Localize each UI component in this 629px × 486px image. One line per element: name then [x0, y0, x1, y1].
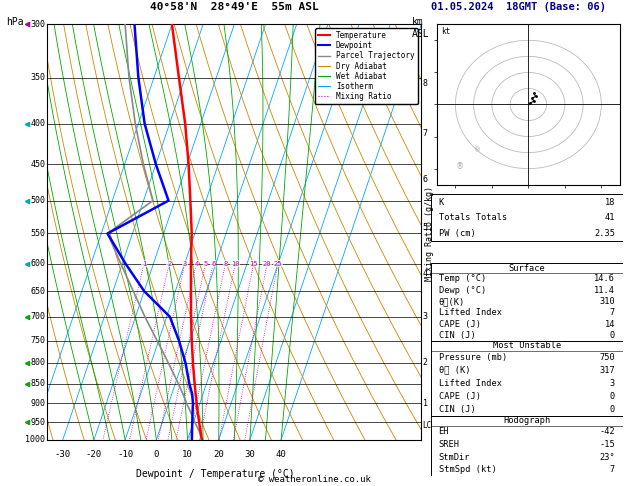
- Text: CAPE (J): CAPE (J): [438, 392, 481, 401]
- Text: 7: 7: [423, 129, 428, 139]
- Text: 0: 0: [610, 392, 615, 401]
- Text: 25: 25: [274, 260, 282, 266]
- Text: 23°: 23°: [599, 453, 615, 462]
- Text: 7: 7: [610, 308, 615, 317]
- Text: 900: 900: [30, 399, 45, 408]
- Text: 30: 30: [245, 450, 255, 459]
- Text: 0: 0: [610, 331, 615, 340]
- Text: 1000: 1000: [25, 435, 45, 444]
- Text: 11.4: 11.4: [594, 286, 615, 295]
- Text: CIN (J): CIN (J): [438, 331, 476, 340]
- Text: 750: 750: [30, 336, 45, 345]
- Text: Pressure (mb): Pressure (mb): [438, 353, 507, 362]
- Text: 01.05.2024  18GMT (Base: 06): 01.05.2024 18GMT (Base: 06): [431, 2, 606, 12]
- Text: 700: 700: [30, 312, 45, 321]
- Text: Surface: Surface: [508, 264, 545, 273]
- Text: 8: 8: [223, 260, 228, 266]
- Text: 15: 15: [250, 260, 258, 266]
- Text: 2.35: 2.35: [594, 228, 615, 238]
- Text: © weatheronline.co.uk: © weatheronline.co.uk: [258, 474, 371, 484]
- Text: -42: -42: [599, 427, 615, 436]
- Text: 5: 5: [203, 260, 208, 266]
- Text: 14: 14: [604, 320, 615, 329]
- Legend: Temperature, Dewpoint, Parcel Trajectory, Dry Adiabat, Wet Adiabat, Isotherm, Mi: Temperature, Dewpoint, Parcel Trajectory…: [315, 28, 418, 104]
- Text: -20: -20: [86, 450, 102, 459]
- Text: K: K: [438, 198, 444, 207]
- Text: Mixing Ratio (g/kg): Mixing Ratio (g/kg): [425, 186, 433, 281]
- Text: 40°58'N  28°49'E  55m ASL: 40°58'N 28°49'E 55m ASL: [150, 2, 319, 12]
- Text: ®: ®: [455, 162, 464, 171]
- Text: 1: 1: [423, 399, 428, 408]
- Text: 750: 750: [599, 353, 615, 362]
- Text: 10: 10: [182, 450, 193, 459]
- Text: 600: 600: [30, 259, 45, 268]
- Bar: [431, 341, 623, 416]
- Text: Lifted Index: Lifted Index: [438, 308, 501, 317]
- Text: 18: 18: [604, 198, 615, 207]
- Text: 800: 800: [30, 358, 45, 367]
- Text: CAPE (J): CAPE (J): [438, 320, 481, 329]
- Text: 850: 850: [30, 379, 45, 388]
- Text: hPa: hPa: [6, 17, 24, 27]
- Text: 500: 500: [30, 196, 45, 205]
- Text: θᴇ(K): θᴇ(K): [438, 297, 465, 306]
- Bar: [431, 416, 623, 476]
- Text: 310: 310: [599, 297, 615, 306]
- Text: Lifted Index: Lifted Index: [438, 379, 501, 388]
- Text: 20: 20: [213, 450, 224, 459]
- Text: Most Unstable: Most Unstable: [493, 341, 561, 350]
- Text: kt: kt: [441, 27, 450, 36]
- Text: Temp (°C): Temp (°C): [438, 275, 486, 283]
- Text: 14.6: 14.6: [594, 275, 615, 283]
- Text: 1: 1: [142, 260, 146, 266]
- Text: 41: 41: [604, 213, 615, 222]
- Text: 3: 3: [610, 379, 615, 388]
- Bar: [431, 194, 623, 241]
- Text: -15: -15: [599, 440, 615, 449]
- Text: Dewp (°C): Dewp (°C): [438, 286, 486, 295]
- Text: ®: ®: [474, 148, 481, 154]
- Text: 317: 317: [599, 366, 615, 375]
- Text: -30: -30: [55, 450, 71, 459]
- X-axis label: Dewpoint / Temperature (°C): Dewpoint / Temperature (°C): [136, 469, 295, 479]
- Text: CIN (J): CIN (J): [438, 405, 476, 414]
- Text: ASL: ASL: [412, 29, 430, 39]
- Text: 6: 6: [211, 260, 215, 266]
- Text: LCL: LCL: [423, 421, 437, 430]
- Text: 5: 5: [423, 223, 428, 232]
- Text: 8: 8: [423, 79, 428, 88]
- Text: 950: 950: [30, 417, 45, 427]
- Text: Totals Totals: Totals Totals: [438, 213, 507, 222]
- Text: EH: EH: [438, 427, 449, 436]
- Text: 0: 0: [610, 405, 615, 414]
- Text: 10: 10: [231, 260, 240, 266]
- Text: 40: 40: [276, 450, 286, 459]
- Text: 6: 6: [423, 175, 428, 184]
- Text: km: km: [412, 17, 424, 27]
- Text: 300: 300: [30, 20, 45, 29]
- Text: 4: 4: [194, 260, 199, 266]
- Text: 3: 3: [423, 312, 428, 321]
- Text: 0: 0: [153, 450, 159, 459]
- Text: 550: 550: [30, 229, 45, 238]
- Text: 7: 7: [610, 466, 615, 474]
- Text: 20: 20: [263, 260, 272, 266]
- Text: Hodograph: Hodograph: [503, 416, 550, 425]
- Text: PW (cm): PW (cm): [438, 228, 476, 238]
- Text: 3: 3: [183, 260, 187, 266]
- Text: StmDir: StmDir: [438, 453, 470, 462]
- Bar: [431, 263, 623, 341]
- Text: 450: 450: [30, 160, 45, 169]
- Text: 350: 350: [30, 73, 45, 82]
- Text: 2: 2: [423, 358, 428, 367]
- Text: SREH: SREH: [438, 440, 460, 449]
- Text: 2: 2: [167, 260, 171, 266]
- Text: 400: 400: [30, 119, 45, 128]
- Text: θᴇ (K): θᴇ (K): [438, 366, 470, 375]
- Text: -10: -10: [117, 450, 133, 459]
- Text: StmSpd (kt): StmSpd (kt): [438, 466, 496, 474]
- Text: 650: 650: [30, 287, 45, 295]
- Text: 4: 4: [423, 269, 428, 278]
